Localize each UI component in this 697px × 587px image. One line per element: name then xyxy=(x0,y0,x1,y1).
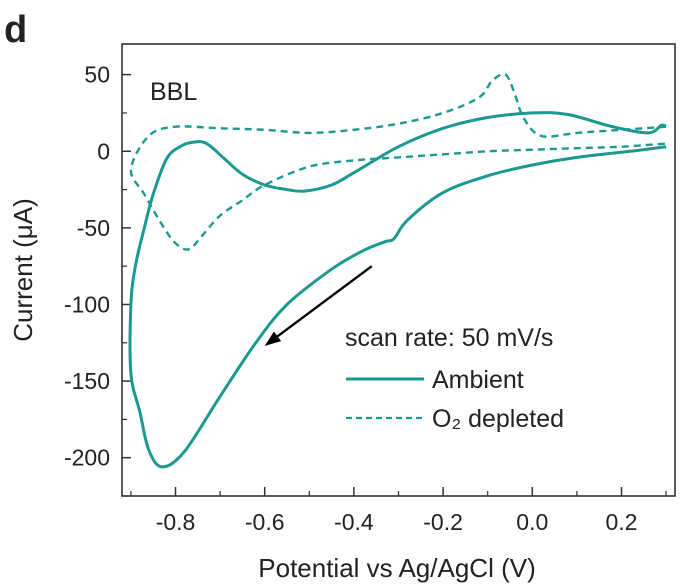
axis-ticks: -0.8 -0.6 -0.4 -0.2 0.0 0.2 50 0 -50 -100 -150 -200 xyxy=(64,62,667,535)
x-tick-label: -0.6 xyxy=(245,509,285,535)
series-layer xyxy=(128,72,667,469)
y-tick-label: -200 xyxy=(64,445,110,471)
y-tick-label: 50 xyxy=(84,62,110,88)
x-axis-label: Potential vs Ag/AgCl (V) xyxy=(258,553,535,583)
legend-label-o2-depleted: O₂ depleted xyxy=(432,405,564,433)
series-line-o2-depleted xyxy=(129,72,667,251)
x-tick-label: -0.8 xyxy=(156,509,196,535)
y-axis-label: Current (μA) xyxy=(8,198,38,342)
legend-title: scan rate: 50 mV/s xyxy=(345,324,553,352)
scan-direction-arrow xyxy=(276,265,373,338)
annotation-layer xyxy=(264,265,373,346)
x-tick-label: 0.2 xyxy=(605,509,637,535)
y-tick-label: 0 xyxy=(97,138,110,164)
plot-frame xyxy=(121,43,676,497)
x-tick-label: -0.4 xyxy=(334,509,374,535)
sample-label: BBL xyxy=(150,78,197,106)
series-line-ambient xyxy=(128,111,667,469)
y-tick-label: -50 xyxy=(77,215,110,241)
panel-label: d xyxy=(4,9,27,51)
x-tick-label: -0.2 xyxy=(423,509,463,535)
y-tick-label: -100 xyxy=(64,291,110,317)
scan-direction-arrowhead xyxy=(264,331,282,346)
y-tick-label: -150 xyxy=(64,368,110,394)
legend-label-ambient: Ambient xyxy=(432,366,524,394)
x-tick-label: 0.0 xyxy=(516,509,548,535)
legend: Ambient O₂ depleted xyxy=(346,366,564,433)
